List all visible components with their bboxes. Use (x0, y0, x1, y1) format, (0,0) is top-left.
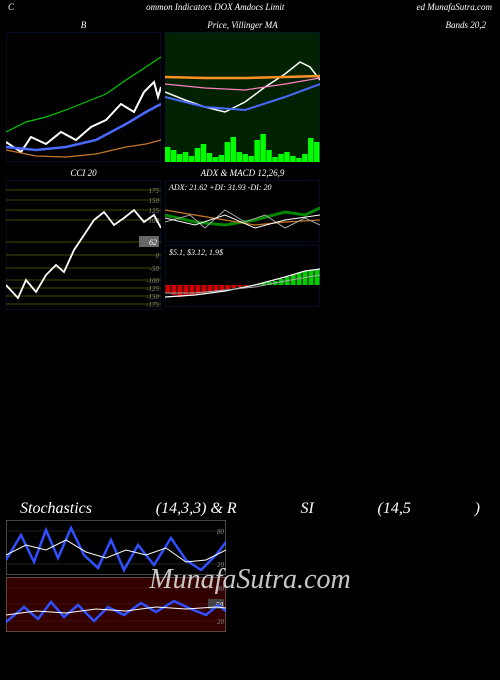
row-1: B Price, Villinger MA Bands 20,2 (0, 20, 500, 162)
panel-adx-title: ADX & MACD 12,26,9 (165, 168, 320, 178)
row-3: 80 20 80502050 (0, 520, 500, 632)
row-3-labels: Stochastics (14,3,3) & R SI (14,5 ) (0, 500, 500, 518)
svg-text:-125: -125 (146, 285, 159, 293)
page-header: C ommon Indicators DOX Amdocs Limit ed M… (0, 0, 500, 14)
panel-b-group: B (6, 20, 161, 162)
header-right: ed MunafaSutra.com (416, 2, 492, 12)
svg-text:80: 80 (217, 528, 225, 536)
panel-bands-title: Bands 20,2 (324, 20, 494, 30)
chart-stochastics: 80 20 (6, 520, 226, 575)
chart-price (165, 32, 320, 162)
stoch-label-right: ) (475, 500, 480, 518)
panel-b-title: B (6, 20, 161, 30)
svg-text:20: 20 (217, 618, 225, 626)
svg-text:125: 125 (149, 207, 160, 215)
stoch-label-mid: SI (300, 500, 313, 518)
svg-text:20: 20 (217, 561, 225, 569)
svg-text:-50: -50 (150, 265, 160, 273)
panel-price-group: Price, Villinger MA (165, 20, 320, 162)
svg-text:ADX: 21.62 +DI: 31.93 -DI: 20: ADX: 21.62 +DI: 31.93 -DI: 20 (168, 183, 272, 192)
chart-adx: ADX: 21.62 +DI: 31.93 -DI: 20 (165, 180, 320, 242)
svg-text:$5.1, $3.12, 1.9$: $5.1, $3.12, 1.9$ (169, 248, 223, 257)
svg-text:80: 80 (217, 585, 225, 593)
chart-cci: 175150125100620-50-100-125-150-17562 (6, 180, 161, 310)
panel-cci-title: CCI 20 (6, 168, 161, 178)
stoch-label-p2: (14,5 (378, 500, 411, 518)
svg-text:0: 0 (156, 252, 160, 260)
svg-text:150: 150 (149, 197, 160, 205)
svg-text:-175: -175 (146, 301, 159, 309)
header-center: ommon Indicators DOX Amdocs Limit (146, 2, 284, 12)
panel-bands-group: Bands 20,2 (324, 20, 494, 162)
stoch-label-left: Stochastics (20, 500, 92, 518)
svg-text:175: 175 (149, 187, 160, 195)
svg-text:-150: -150 (146, 293, 159, 301)
row-2: CCI 20 175150125100620-50-100-125-150-17… (0, 168, 500, 310)
chart-rsi: 80502050 (6, 577, 226, 632)
chart-b (6, 32, 161, 162)
panel-adx-macd-group: ADX & MACD 12,26,9 ADX: 21.62 +DI: 31.93… (165, 168, 320, 310)
svg-text:-100: -100 (146, 277, 159, 285)
header-left: C (8, 2, 14, 12)
chart-macd: $5.1, $3.12, 1.9$ (165, 245, 320, 307)
stoch-label-p1: (14,3,3) & R (156, 500, 237, 518)
panel-price-title: Price, Villinger MA (165, 20, 320, 30)
panel-cci-group: CCI 20 175150125100620-50-100-125-150-17… (6, 168, 161, 310)
svg-text:62: 62 (149, 238, 157, 247)
